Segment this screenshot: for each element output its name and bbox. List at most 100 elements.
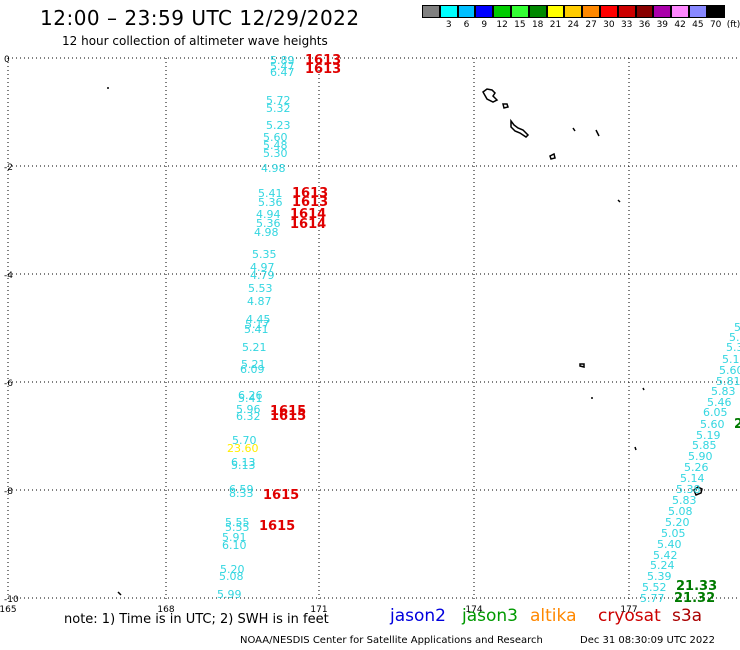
satellite-altika: altika	[530, 606, 577, 626]
wave-height-label: 4.45	[246, 313, 271, 326]
coastline	[107, 87, 703, 596]
wave-height-label: 5.21	[241, 358, 266, 371]
island-shape	[510, 118, 530, 138]
legend-label: 70	[709, 20, 722, 30]
wave-height-label: 5.60	[700, 418, 725, 431]
wave-height-label: 5.20	[665, 516, 690, 529]
island-shape	[642, 387, 645, 391]
wave-height-label: 5.52	[642, 581, 667, 594]
color-legend: 3 6 9 12 15 18 21 24 27 30 33 36 39 42 45 70 (ft)	[422, 5, 740, 32]
wave-height-label: 5.1	[722, 353, 740, 366]
wave-height-label: 5.30	[263, 147, 288, 160]
wave-height-label: 5.83	[711, 385, 736, 398]
wave-height-label: 1613	[292, 186, 328, 201]
track-2-labels: 5.77 21.325.52 21.335.395.245.425.405.055.…	[640, 321, 740, 606]
axis-tick-label: -4	[4, 271, 13, 281]
credit-text: NOAA/NESDIS Center for Satellite Applica…	[240, 635, 543, 646]
wave-height-label: 1614	[290, 207, 326, 222]
axis-tick-label: -10	[4, 595, 19, 605]
wave-height-label: 6.13	[231, 456, 256, 469]
axis-tick-label: -8	[4, 487, 13, 497]
wave-height-label: 5.41	[238, 392, 263, 405]
legend-swatch	[439, 5, 458, 18]
legend-label: 24	[567, 20, 580, 30]
wave-height-label: 1613	[305, 53, 341, 68]
island-shape	[634, 446, 637, 451]
legend-swatch	[493, 5, 511, 18]
wave-height-label: 5.91	[222, 531, 247, 544]
wave-height-label: 8.33	[229, 487, 254, 500]
note-text: note: 1) Time is in UTC; 2) SWH is in fe…	[64, 612, 329, 627]
legend-label: 30	[603, 20, 615, 30]
wave-height-label: 4.98	[261, 162, 286, 175]
legend-swatch	[599, 5, 618, 18]
wave-height-label: 5.72	[266, 94, 291, 107]
legend-label: 27	[585, 20, 597, 30]
wave-height-label: 5.90	[688, 450, 713, 463]
title: 12:00 – 23:59 UTC 12/29/2022	[40, 6, 360, 30]
legend-label: 45	[692, 20, 704, 30]
axis-tick-label: 0	[4, 55, 10, 65]
wave-height-label: 21.33	[676, 579, 717, 594]
legend-label: 6	[463, 20, 470, 30]
wave-height-label: 4.87	[247, 295, 272, 308]
wave-height-label: 6.10	[222, 539, 247, 552]
legend-label: 15	[514, 20, 526, 30]
wave-height-label: 5.05	[661, 527, 686, 540]
wave-height-label: 5.24	[650, 559, 675, 572]
wave-height-label: 5	[734, 321, 740, 334]
wave-height-label: 5.26	[684, 461, 709, 474]
island-shape	[482, 88, 499, 103]
wave-height-label: 5.36	[256, 217, 281, 230]
wave-height-label: 4.94	[256, 208, 281, 221]
legend-label: 18	[531, 20, 544, 30]
subtitle: 12 hour collection of altimeter wave hei…	[62, 34, 328, 48]
axis-tick-label: -6	[4, 379, 13, 389]
island-shape	[502, 103, 509, 109]
legend-label: 21	[549, 20, 562, 30]
wave-height-label: 1613	[305, 62, 341, 77]
legend-swatch	[457, 5, 476, 18]
island-shape	[595, 129, 600, 137]
legend-swatch	[564, 5, 583, 18]
wave-height-label: 5.42	[653, 549, 678, 562]
legend-swatch	[671, 5, 689, 18]
track-1-labels: 5.89 1613 5.47 1613 6.47 5.725.32 5.235.605.48…	[217, 53, 341, 601]
timestamp-text: Dec 31 08:30:09 UTC 2022	[580, 635, 715, 646]
wave-height-label: 6.05	[703, 406, 728, 419]
wave-height-label: 5.13	[231, 459, 256, 472]
wave-height-label: 4.79	[250, 269, 275, 282]
legend-swatch	[688, 5, 707, 18]
satellite-s3a: s3a	[672, 606, 703, 626]
wave-height-label: 5.60	[719, 364, 740, 377]
wave-height-label: 5.23	[266, 119, 291, 132]
wave-height-label: 5.81	[716, 375, 740, 388]
legend-swatch	[510, 5, 529, 18]
wave-height-label: 4.97	[250, 261, 275, 274]
legend-label: 12	[496, 20, 508, 30]
legend-swatch	[635, 5, 654, 18]
wave-height-label: 5.85	[692, 439, 717, 452]
wave-height-label: 5.83	[672, 494, 697, 507]
axis-tick-label: 177	[620, 605, 637, 615]
wave-height-label: 5.41	[258, 187, 283, 200]
wave-height-label: 5.70	[232, 434, 257, 447]
legend-labels: 3 6 9 12 15 18 21 24 27 30 33 36 39 42 45 70 (ft)	[422, 18, 740, 32]
wave-height-label: 5.19	[696, 429, 721, 442]
axis-tick-label: 168	[157, 605, 174, 615]
wave-height-label: 5.96	[236, 403, 261, 416]
wave-height-label: 6.32	[236, 410, 261, 423]
legend-label: (ft)	[726, 20, 740, 30]
wave-height-label: 5.40	[657, 538, 682, 551]
wave-height-label: 5.99	[217, 588, 242, 601]
island-shape	[117, 591, 122, 596]
wave-height-label: 5.3	[726, 341, 740, 354]
wave-height-label: 5.38	[676, 483, 701, 496]
legend-swatch	[528, 5, 547, 18]
legend-swatch	[582, 5, 600, 18]
satellite-jason3: jason3	[462, 606, 518, 626]
wave-height-label: 1613	[292, 195, 328, 210]
legend-swatch	[475, 5, 494, 18]
legend-swatch	[546, 5, 565, 18]
